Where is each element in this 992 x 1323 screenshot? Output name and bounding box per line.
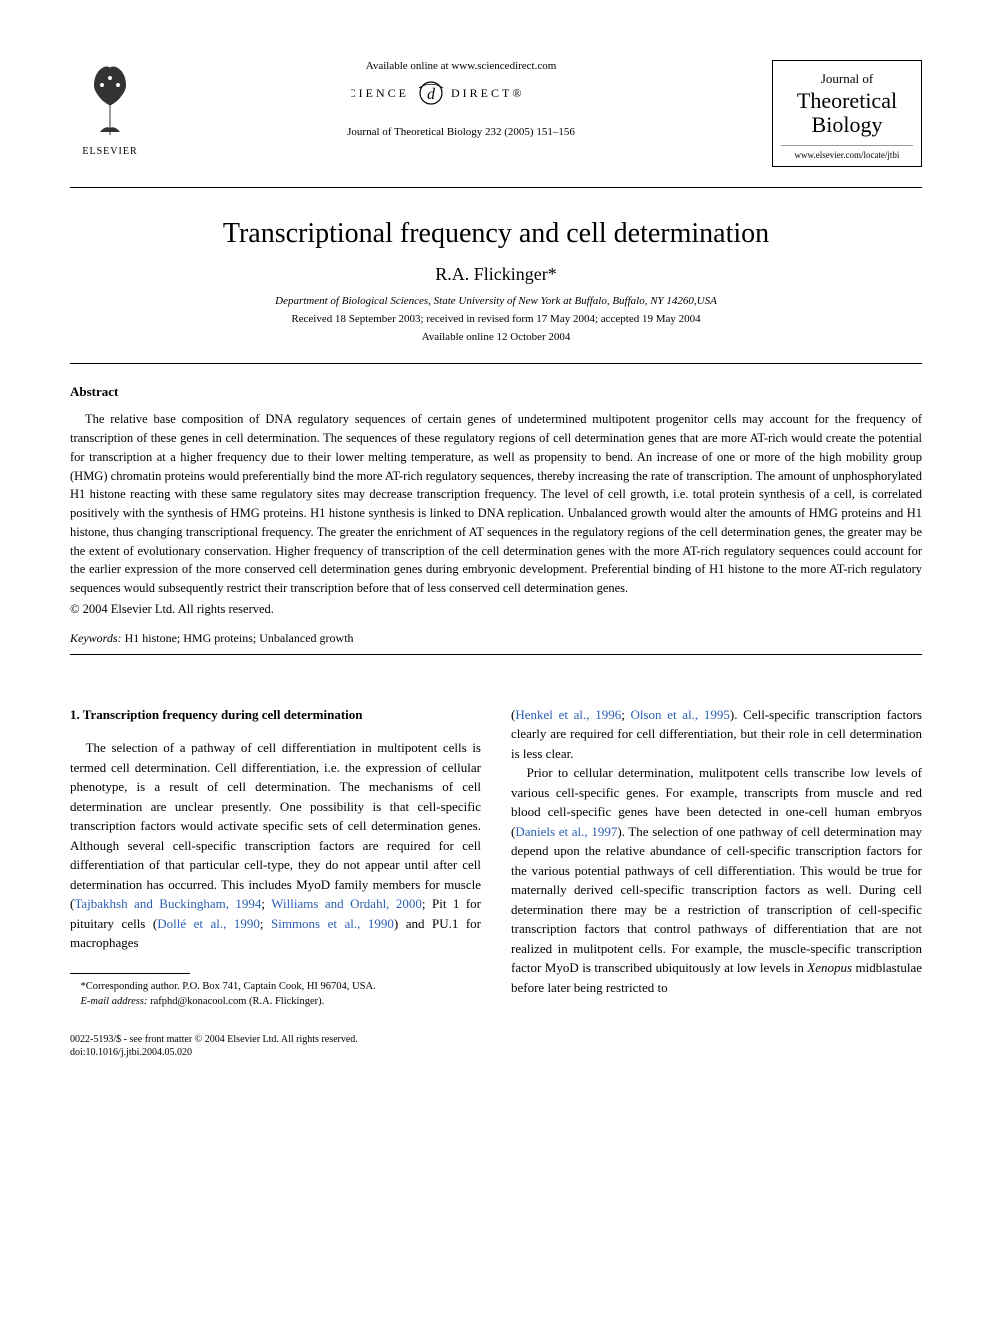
citation-link[interactable]: Henkel et al., 1996 bbox=[515, 707, 621, 722]
citation-link[interactable]: Olson et al., 1995 bbox=[631, 707, 730, 722]
footer-line1: 0022-5193/$ - see front matter © 2004 El… bbox=[70, 1033, 922, 1046]
abstract-copyright: © 2004 Elsevier Ltd. All rights reserved… bbox=[70, 602, 922, 617]
journal-box-line2: Theoretical bbox=[797, 88, 897, 113]
title-rule bbox=[70, 363, 922, 364]
citation-link[interactable]: Dollé et al., 1990 bbox=[157, 916, 260, 931]
email-value: rafphd@konacool.com (R.A. Flickinger). bbox=[147, 996, 324, 1007]
column-left: 1. Transcription frequency during cell d… bbox=[70, 705, 481, 1009]
abstract-heading: Abstract bbox=[70, 384, 922, 400]
keywords-values: H1 histone; HMG proteins; Unbalanced gro… bbox=[122, 631, 354, 645]
header-row: ELSEVIER Available online at www.science… bbox=[70, 60, 922, 167]
article-title: Transcriptional frequency and cell deter… bbox=[70, 218, 922, 250]
column-right: (Henkel et al., 1996; Olson et al., 1995… bbox=[511, 705, 922, 1009]
journal-box-line3: Biology bbox=[812, 112, 883, 137]
sd-right-text: DIRECT® bbox=[451, 86, 524, 100]
keywords-line: Keywords: H1 histone; HMG proteins; Unba… bbox=[70, 631, 922, 646]
body-columns: 1. Transcription frequency during cell d… bbox=[70, 705, 922, 1009]
footer-block: 0022-5193/$ - see front matter © 2004 El… bbox=[70, 1033, 922, 1059]
footnote-separator bbox=[70, 973, 190, 974]
citation-link[interactable]: Daniels et al., 1997 bbox=[515, 824, 617, 839]
page-container: ELSEVIER Available online at www.science… bbox=[0, 0, 992, 1099]
publisher-label: ELSEVIER bbox=[70, 146, 150, 157]
article-available-date: Available online 12 October 2004 bbox=[70, 331, 922, 343]
abstract-rule bbox=[70, 654, 922, 655]
journal-box-url: www.elsevier.com/locate/jtbi bbox=[781, 145, 913, 160]
footnote-corresponding: *Corresponding author. P.O. Box 741, Cap… bbox=[70, 980, 481, 995]
col1-para1: The selection of a pathway of cell diffe… bbox=[70, 738, 481, 953]
citation-link[interactable]: Williams and Ordahl, 2000 bbox=[271, 896, 422, 911]
elsevier-tree-icon bbox=[75, 60, 145, 140]
journal-box-line1: Journal of bbox=[781, 71, 913, 87]
article-author: R.A. Flickinger* bbox=[70, 264, 922, 285]
citation-link[interactable]: Simmons et al., 1990 bbox=[271, 916, 394, 931]
keywords-label: Keywords: bbox=[70, 631, 122, 645]
journal-title-box: Journal of Theoretical Biology www.elsev… bbox=[772, 60, 922, 167]
abstract-block: Abstract The relative base composition o… bbox=[70, 384, 922, 646]
available-online-text: Available online at www.sciencedirect.co… bbox=[170, 60, 752, 72]
section-1-heading: 1. Transcription frequency during cell d… bbox=[70, 705, 481, 725]
article-affiliation: Department of Biological Sciences, State… bbox=[70, 295, 922, 307]
col2-para1: Prior to cellular determination, mulitpo… bbox=[511, 763, 922, 997]
email-label: E-mail address: bbox=[81, 996, 148, 1007]
footer-line2: doi:10.1016/j.jtbi.2004.05.020 bbox=[70, 1046, 922, 1059]
citation-link[interactable]: Tajbakhsh and Buckingham, 1994 bbox=[74, 896, 261, 911]
footnote-email: E-mail address: rafphd@konacool.com (R.A… bbox=[70, 995, 481, 1010]
article-dates: Received 18 September 2003; received in … bbox=[70, 313, 922, 325]
col2-para0: (Henkel et al., 1996; Olson et al., 1995… bbox=[511, 705, 922, 764]
abstract-text: The relative base composition of DNA reg… bbox=[70, 410, 922, 598]
svg-text:d: d bbox=[427, 86, 436, 103]
header-center: Available online at www.sciencedirect.co… bbox=[150, 60, 772, 138]
science-direct-logo: SCIENCE d DIRECT® bbox=[170, 80, 752, 110]
sd-left-text: SCIENCE bbox=[351, 86, 409, 100]
header-rule bbox=[70, 187, 922, 188]
journal-reference: Journal of Theoretical Biology 232 (2005… bbox=[170, 126, 752, 138]
publisher-logo: ELSEVIER bbox=[70, 60, 150, 157]
